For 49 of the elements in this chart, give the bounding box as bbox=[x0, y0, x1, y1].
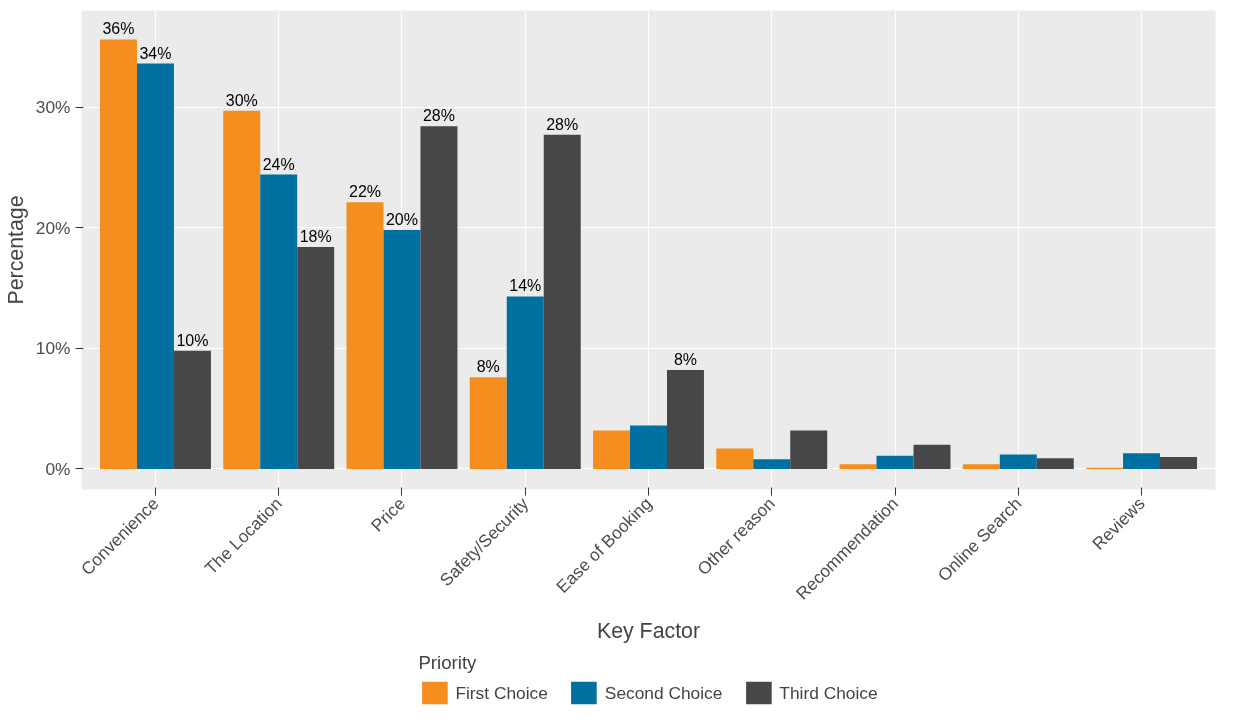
bar bbox=[999, 454, 1037, 469]
bar bbox=[913, 444, 951, 469]
legend-label: Second Choice bbox=[604, 682, 723, 703]
bar bbox=[962, 464, 1000, 469]
bar bbox=[99, 39, 137, 469]
bar bbox=[543, 134, 581, 469]
y-tick-label: 20% bbox=[35, 217, 71, 238]
bar bbox=[839, 464, 877, 469]
data-label: 34% bbox=[139, 44, 172, 62]
data-label: 18% bbox=[299, 227, 332, 245]
bar bbox=[630, 425, 667, 469]
data-label: 36% bbox=[102, 20, 135, 38]
bar bbox=[753, 459, 791, 469]
y-tick-label: 30% bbox=[35, 97, 71, 118]
data-label: 30% bbox=[225, 91, 258, 109]
bar bbox=[136, 63, 174, 469]
bar bbox=[1036, 458, 1074, 469]
bar bbox=[593, 430, 631, 469]
bar bbox=[876, 455, 914, 469]
data-label: 28% bbox=[422, 107, 455, 125]
bar bbox=[1160, 456, 1198, 469]
x-axis-title: Key Factor bbox=[596, 618, 701, 643]
data-label: 8% bbox=[476, 358, 500, 376]
y-tick-label: 0% bbox=[45, 458, 71, 479]
bar bbox=[383, 230, 421, 469]
legend-label: First Choice bbox=[455, 682, 548, 703]
data-label: 10% bbox=[176, 331, 209, 349]
bar bbox=[297, 246, 335, 469]
data-label: 24% bbox=[262, 155, 295, 173]
bar bbox=[420, 126, 458, 469]
legend-label: Third Choice bbox=[779, 682, 878, 703]
data-label: 8% bbox=[673, 351, 698, 369]
bar bbox=[260, 174, 298, 469]
data-label: 14% bbox=[509, 277, 542, 295]
bar bbox=[223, 110, 261, 469]
bar bbox=[666, 370, 704, 469]
data-label: 28% bbox=[546, 115, 579, 133]
data-label: 20% bbox=[385, 211, 418, 229]
bar bbox=[173, 350, 211, 469]
bar bbox=[790, 430, 828, 469]
bar bbox=[469, 377, 507, 469]
bar bbox=[506, 296, 544, 469]
bar bbox=[716, 448, 754, 469]
bar bbox=[346, 202, 384, 469]
data-label: 22% bbox=[348, 183, 382, 201]
y-axis-title: Percentage bbox=[3, 195, 28, 305]
bar bbox=[1123, 453, 1161, 469]
legend-title: Priority bbox=[418, 651, 478, 674]
y-tick-label: 10% bbox=[35, 338, 71, 359]
